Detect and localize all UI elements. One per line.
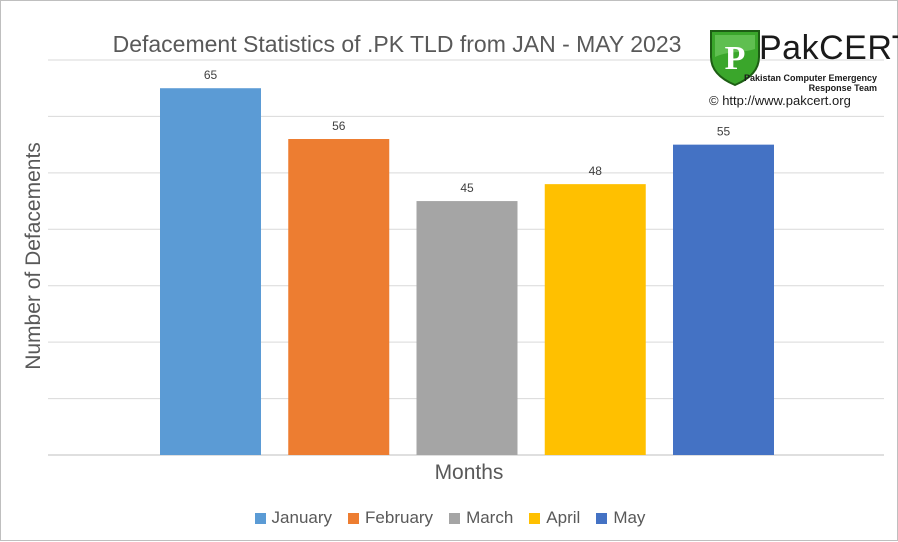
bar-february <box>288 139 390 455</box>
svg-text:P: P <box>725 40 746 77</box>
legend-item-february: February <box>348 508 433 528</box>
legend-label: March <box>466 508 514 527</box>
data-label-february: 56 <box>332 119 346 133</box>
legend-item-january: January <box>254 508 333 528</box>
data-label-march: 45 <box>460 181 474 195</box>
legend-item-march: March <box>449 508 513 528</box>
data-label-january: 65 <box>204 68 218 82</box>
shield-icon: P <box>710 30 760 87</box>
legend-label: February <box>365 508 434 527</box>
chart-title: Defacement Statistics of .PK TLD from JA… <box>112 31 682 57</box>
legend-swatch <box>596 512 608 524</box>
data-label-april: 48 <box>589 164 603 178</box>
legend-swatch <box>529 512 541 524</box>
logo-brand: PakCERT <box>759 29 898 67</box>
legend-item-may: May <box>596 508 645 528</box>
bar-may <box>673 144 774 455</box>
logo-url: © http://www.pakcert.org <box>709 93 851 108</box>
bar-march <box>416 201 518 455</box>
logo-subtitle-line2: Response Team <box>808 83 877 93</box>
legend-label: May <box>613 508 646 527</box>
legend-swatch <box>254 512 266 524</box>
bar-january <box>160 88 261 455</box>
legend-swatch <box>449 512 461 524</box>
legend-swatch <box>348 512 360 524</box>
data-label-may: 55 <box>717 125 731 139</box>
legend-label: January <box>271 508 333 527</box>
bar-april <box>544 184 646 455</box>
logo-subtitle: Pakistan Computer Emergency Response Tea… <box>705 73 877 93</box>
chart-legend: January February March April May <box>1 508 898 528</box>
legend-label: April <box>546 508 581 527</box>
pakcert-logo: P PakCERT Pakistan Computer Emergency Re… <box>705 27 898 113</box>
x-axis-label: Months <box>434 461 504 484</box>
legend-item-april: April <box>529 508 580 528</box>
logo-subtitle-line1: Pakistan Computer Emergency <box>743 73 877 83</box>
